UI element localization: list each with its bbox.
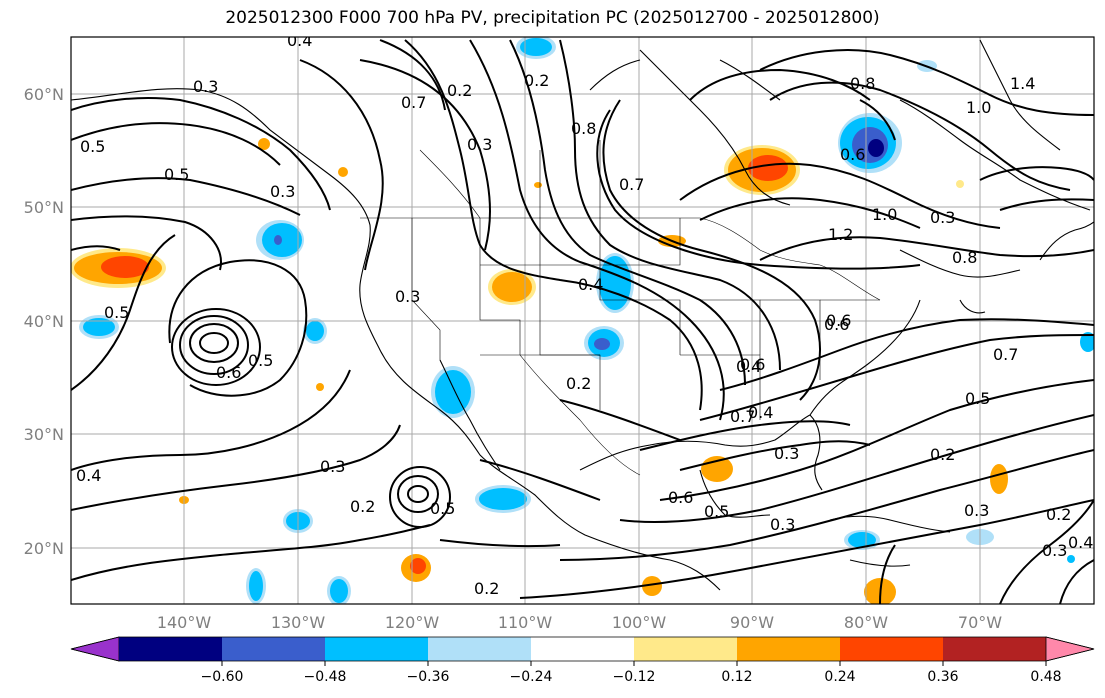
lat-label: 50°N [24,198,64,217]
contour-label: 1.0 [872,205,897,224]
coastlines [71,39,1094,591]
colorbar-cell [840,637,944,661]
lat-label: 60°N [24,85,64,104]
colorbar-cell [428,637,532,661]
contour-label: 0.2 [566,374,591,393]
contour-label: 0.8 [952,248,977,267]
lon-label: 130°W [271,613,326,632]
contour-label: 0.5 [430,499,455,518]
latitude-labels: 60°N 50°N 40°N 30°N 20°N [24,85,64,558]
contour-label: 0.3 [930,208,955,227]
contour-label: 0.6 [668,488,693,507]
colorbar-cell [1045,636,1095,662]
contour-label: 0.6 [840,145,865,164]
contour-label: 0.5 [965,389,990,408]
contour-label: 1.4 [1010,74,1035,93]
colorbar-tick-label: 0.12 [721,669,752,685]
contour-label: 0.3 [770,515,795,534]
contour-label: 0.7 [993,345,1018,364]
contour-label: 0.2 [1046,505,1071,524]
colorbar-tick-label: −0.24 [510,669,553,685]
contour-label: 0.6 [740,355,765,374]
contour-label: 0.7 [730,407,755,426]
colorbar-cell [119,637,223,661]
lat-label: 20°N [24,539,64,558]
colorbar-tick-label: −0.60 [201,669,244,685]
colorbar-tick-label: 0.24 [824,669,855,685]
contour-label: 0.7 [401,93,426,112]
contour-label: 0.6 [826,311,851,330]
contour-label: 0.4 [578,275,603,294]
contour-label: 0.2 [474,579,499,598]
colorbar-tick-label: −0.12 [613,669,656,685]
contour-label: 0.3 [270,182,295,201]
lon-label: 80°W [844,613,888,632]
contour-label: 0.5 [80,137,105,156]
contour-labels: 0.3 0.4 0.2 0.2 0.8 0.7 0.3 0.7 0.8 1.4 … [76,31,1093,598]
colorbar-cell [70,636,120,662]
colorbar-tick-label: 0.48 [1030,669,1061,685]
contour-label: 0.5 [164,165,189,184]
contour-label: 1.2 [828,225,853,244]
map-plot-area: 0.3 0.4 0.2 0.2 0.8 0.7 0.3 0.7 0.8 1.4 … [71,31,1094,604]
contour-label: 0.3 [1042,541,1067,560]
map-title: 2025012300 F000 700 hPa PV, precipitatio… [225,8,880,28]
lon-label: 140°W [157,613,212,632]
contour-label: 0.3 [467,135,492,154]
contour-label: 0.4 [287,31,312,50]
colorbar-cell [325,637,429,661]
colorbar-cell [634,637,738,661]
lat-label: 30°N [24,425,64,444]
colorbar-tick-label: −0.36 [407,669,450,685]
contour-label: 0.3 [193,77,218,96]
political-borders [360,140,881,476]
colorbar-cell [531,637,635,661]
contour-label: 0.2 [447,81,472,100]
contour-label: 0.3 [774,444,799,463]
lon-label: 90°W [730,613,774,632]
colorbar-tick-label: −0.48 [304,669,347,685]
contour-label: 0.2 [930,445,955,464]
contour-label: 0.4 [736,357,761,376]
lon-label: 120°W [385,613,440,632]
contour-label: 0.3 [395,287,420,306]
contour-label: 0.4 [76,466,101,485]
map-frame [70,36,1095,605]
contour-label: 0.4 [1068,533,1093,552]
colorbar-frame [70,636,1095,662]
contour-label: 0.3 [320,457,345,476]
contour-label: 0.5 [104,303,129,322]
colorbar-tick-label: 0.36 [927,669,958,685]
precipitation-shading [71,37,1094,604]
contour-label: 0.6 [216,363,241,382]
contour-label: 0.8 [850,74,875,93]
lon-label: 110°W [498,613,553,632]
contour-label: 1.0 [966,98,991,117]
colorbar: −0.60 −0.48 −0.36 −0.24 −0.12 0.12 0.24 0.36 0.4… [70,636,1095,685]
lon-label: 70°W [958,613,1002,632]
colorbar-cell [737,637,841,661]
contour-label: 0.6 [824,315,849,334]
contour-label: 0.3 [964,501,989,520]
longitude-labels: 140°W 130°W 120°W 110°W 100°W 90°W 80°W … [157,613,1002,632]
contour-label: 0.5 [248,351,273,370]
contour-label: 0.5 [704,502,729,521]
colorbar-cell [222,637,326,661]
contour-label: 0.8 [571,119,596,138]
lon-label: 100°W [612,613,667,632]
pv-contours [71,39,1094,604]
contour-label: 0.4 [748,403,773,422]
contour-label: 0.2 [350,497,375,516]
contour-label: 0.2 [524,71,549,90]
contour-label: 0.7 [619,175,644,194]
lat-label: 40°N [24,312,64,331]
colorbar-cell [943,637,1047,661]
